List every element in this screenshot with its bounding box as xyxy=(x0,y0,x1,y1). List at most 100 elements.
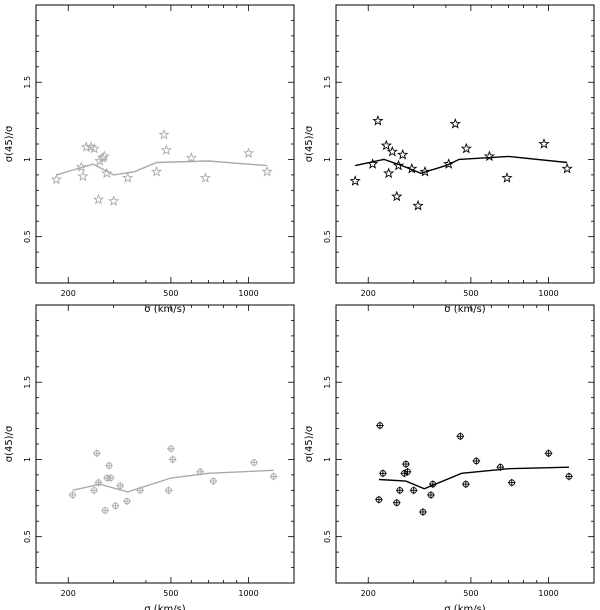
data-point-star xyxy=(349,175,361,186)
data-point-star xyxy=(150,165,163,177)
data-point-circle xyxy=(395,486,404,495)
data-point-star xyxy=(501,172,513,183)
data-point-circle xyxy=(565,472,573,481)
data-point-circle xyxy=(123,497,131,505)
data-point-circle xyxy=(379,469,387,478)
plot-frame xyxy=(35,304,295,584)
data-point-circle xyxy=(106,474,115,482)
median-line xyxy=(378,466,570,490)
y-tick-label: 0.5 xyxy=(323,230,332,243)
data-point-star xyxy=(443,158,455,169)
data-point-star xyxy=(372,114,384,126)
data-point-circle xyxy=(429,480,437,488)
y-tick-label: 1.5 xyxy=(323,376,332,389)
data-point-star xyxy=(50,173,63,185)
data-point-star xyxy=(75,161,88,172)
data-point-star xyxy=(108,195,120,206)
panel-bottom-right: 200 500 1000 0.5 1 1.5 σ (km/s) σ(45)/σ xyxy=(304,304,595,610)
x-tick-label: 1000 xyxy=(538,589,558,598)
x-axis-label: σ (km/s) xyxy=(144,604,186,610)
y-tick-label: 1 xyxy=(23,157,32,162)
x-tick-label: 200 xyxy=(361,589,376,598)
y-tick-label: 0.5 xyxy=(323,530,332,543)
panel-bottom-left: 200 500 1000 0.5 1 1.5 σ (km/s) σ(45)/σ xyxy=(4,304,295,610)
data-point-star xyxy=(77,170,89,182)
panel-top-left: 200 500 1000 0.5 1 1.5 σ (km/s) σ(45)/σ xyxy=(4,4,295,315)
data-point-circle xyxy=(544,449,553,458)
x-tick-label: 500 xyxy=(463,589,478,598)
data-point-circle xyxy=(402,460,410,468)
data-point-circle xyxy=(105,461,113,470)
panel-top-right: 200 500 1000 0.5 1 1.5 σ (km/s) σ(45)/σ xyxy=(304,4,595,315)
y-axis-label: σ(45)/σ xyxy=(4,425,15,462)
data-point-circle xyxy=(94,478,103,487)
data-point-circle xyxy=(409,486,418,495)
data-point-star xyxy=(242,147,255,159)
plot-frame xyxy=(335,4,595,284)
data-point-circle xyxy=(164,486,173,495)
data-point-star xyxy=(392,159,405,171)
data-point-star xyxy=(460,142,472,154)
data-point-circle xyxy=(269,472,278,481)
median-line xyxy=(355,155,568,175)
x-axis-label: σ (km/s) xyxy=(444,604,486,610)
x-tick-label: 500 xyxy=(163,289,178,298)
data-point-star xyxy=(561,162,573,174)
data-point-circle xyxy=(403,468,412,476)
data-point-circle xyxy=(168,455,177,464)
data-point-circle xyxy=(375,495,383,504)
y-tick-label: 0.5 xyxy=(23,530,32,543)
data-point-circle xyxy=(507,478,516,487)
y-tick-label: 1 xyxy=(23,457,32,462)
y-tick-label: 1 xyxy=(323,157,332,162)
data-point-star xyxy=(185,152,197,163)
y-tick-label: 0.5 xyxy=(23,230,32,243)
data-point-circle xyxy=(427,491,435,499)
y-tick-label: 1.5 xyxy=(23,376,32,389)
data-point-star xyxy=(383,167,395,179)
data-point-circle xyxy=(90,486,98,495)
x-tick-label: 200 xyxy=(61,589,76,598)
data-point-star xyxy=(419,165,431,177)
x-tick-label: 500 xyxy=(163,589,178,598)
data-point-circle xyxy=(111,501,120,510)
data-point-circle xyxy=(419,508,427,516)
data-point-circle xyxy=(92,449,101,458)
data-point-star xyxy=(88,142,100,154)
data-point-circle xyxy=(456,432,465,441)
data-point-star xyxy=(98,150,110,162)
y-tick-label: 1 xyxy=(323,457,332,462)
y-axis-label: σ(45)/σ xyxy=(304,125,315,162)
data-point-star xyxy=(160,144,172,155)
data-point-circle xyxy=(196,468,205,476)
y-tick-label: 1.5 xyxy=(23,76,32,89)
data-point-circle xyxy=(462,480,470,488)
data-point-star xyxy=(449,118,461,129)
data-point-star xyxy=(199,172,211,183)
plot-frame xyxy=(35,4,295,284)
y-tick-label: 1.5 xyxy=(323,76,332,89)
data-point-star xyxy=(261,165,273,177)
data-point-circle xyxy=(68,491,77,499)
data-point-circle xyxy=(496,463,505,471)
x-tick-label: 200 xyxy=(61,289,76,298)
x-tick-label: 200 xyxy=(361,289,376,298)
y-axis-label: σ(45)/σ xyxy=(304,425,315,462)
data-point-star xyxy=(412,199,424,211)
plot-frame xyxy=(335,304,595,584)
data-point-circle xyxy=(101,506,109,515)
data-point-star xyxy=(92,193,105,205)
x-tick-label: 1000 xyxy=(538,289,558,298)
data-point-star xyxy=(538,138,550,149)
data-point-star xyxy=(101,167,113,179)
x-tick-label: 1000 xyxy=(238,589,258,598)
data-point-star xyxy=(386,145,398,157)
data-point-circle xyxy=(472,457,481,465)
x-tick-label: 1000 xyxy=(238,289,258,298)
data-point-star xyxy=(122,172,134,183)
data-point-circle xyxy=(136,486,144,495)
data-point-circle xyxy=(250,458,258,467)
x-tick-label: 500 xyxy=(463,289,478,298)
data-point-circle xyxy=(392,498,401,507)
